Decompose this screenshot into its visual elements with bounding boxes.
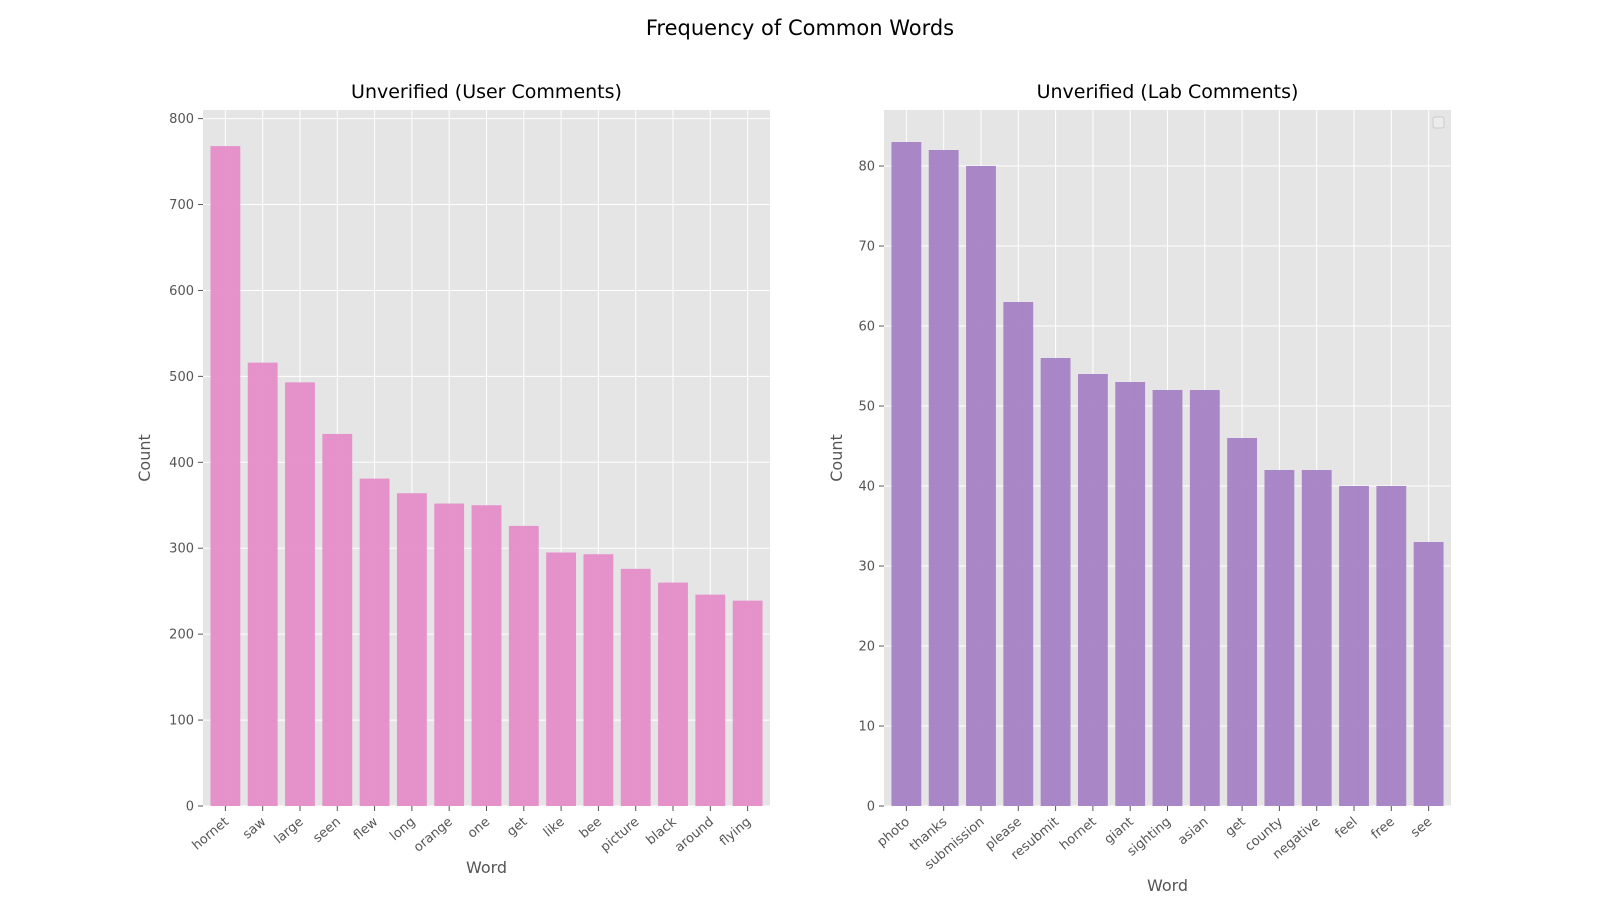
bar-orange bbox=[434, 503, 465, 806]
y-tick-label: 400 bbox=[169, 456, 194, 471]
y-tick-label: 50 bbox=[858, 400, 875, 415]
bar-seen bbox=[322, 433, 353, 806]
chart-1: 0 100 200 300 400 500 600 700 800 hornet saw large s… bbox=[135, 81, 770, 877]
x-tick-label-hornet: hornet bbox=[1057, 815, 1099, 854]
chart-2: 01020304050607080photothankssubmissionpl… bbox=[827, 81, 1451, 895]
chart-title: Unverified (Lab Comments) bbox=[1037, 81, 1299, 103]
bar-long bbox=[396, 493, 427, 806]
y-tick-label: 40 bbox=[858, 480, 875, 495]
y-tick-label: 200 bbox=[169, 628, 194, 643]
legend-box bbox=[1432, 116, 1445, 129]
bar-flew bbox=[359, 478, 390, 806]
bar-feel bbox=[1339, 486, 1369, 806]
y-tick-label: 10 bbox=[858, 720, 875, 735]
x-tick-label-saw: saw bbox=[240, 814, 269, 842]
bar-see bbox=[1413, 542, 1444, 806]
bar-resubmit bbox=[1040, 358, 1071, 806]
bar-thanks bbox=[928, 150, 959, 806]
bar-get bbox=[508, 525, 539, 806]
bar-sighting bbox=[1152, 390, 1183, 806]
bar-black bbox=[658, 582, 688, 806]
bar-flying bbox=[732, 600, 763, 806]
y-tick-label: 500 bbox=[169, 370, 194, 385]
bar-around bbox=[695, 594, 726, 806]
bar-please bbox=[1003, 302, 1034, 806]
x-tick-label-asian: asian bbox=[1175, 815, 1211, 849]
chart-title: Unverified (User Comments) bbox=[351, 81, 622, 103]
y-axis-label: Count bbox=[135, 434, 154, 482]
x-tick-label-large: large bbox=[272, 815, 307, 848]
y-tick-label: 70 bbox=[858, 240, 875, 255]
x-axis-label: Word bbox=[466, 858, 507, 877]
x-tick-label-orange: orange bbox=[411, 815, 456, 856]
y-tick-label: 700 bbox=[169, 198, 194, 213]
y-tick-label: 100 bbox=[169, 714, 194, 729]
bar-like bbox=[546, 552, 577, 806]
bar-free bbox=[1376, 486, 1407, 806]
x-tick-label-long: long bbox=[387, 815, 418, 845]
y-axis-label: Count bbox=[827, 434, 846, 482]
x-tick-label-get: get bbox=[1223, 815, 1249, 840]
y-tick-label: 600 bbox=[169, 284, 194, 299]
y-tick-label: 80 bbox=[858, 160, 875, 175]
bar-get bbox=[1227, 438, 1258, 806]
x-tick-label-bee: bee bbox=[577, 815, 605, 842]
bar-large bbox=[285, 382, 315, 806]
bar-bee bbox=[583, 554, 614, 806]
bar-county bbox=[1264, 470, 1295, 806]
figure-title: Frequency of Common Words bbox=[646, 16, 954, 40]
x-tick-label-seen: seen bbox=[310, 815, 343, 846]
bar-saw bbox=[247, 362, 278, 806]
y-tick-label: 60 bbox=[858, 320, 875, 335]
bar-giant bbox=[1115, 382, 1146, 806]
bar-hornet bbox=[1077, 374, 1108, 806]
bar-photo bbox=[891, 142, 922, 806]
x-axis-label: Word bbox=[1147, 876, 1188, 895]
x-tick-label-like: like bbox=[541, 815, 568, 841]
y-tick-label: 0 bbox=[867, 800, 875, 815]
x-tick-label-free: free bbox=[1369, 815, 1398, 843]
x-tick-label-photo: photo bbox=[875, 815, 913, 851]
x-tick-label-see: see bbox=[1408, 815, 1435, 841]
y-tick-label: 800 bbox=[169, 112, 194, 127]
x-tick-label-get: get bbox=[504, 815, 530, 840]
bar-submission bbox=[966, 166, 996, 806]
bar-negative bbox=[1301, 470, 1332, 806]
bar-asian bbox=[1189, 390, 1220, 806]
bar-one bbox=[471, 505, 502, 806]
x-tick-label-one: one bbox=[465, 815, 493, 842]
x-tick-label-picture: picture bbox=[598, 815, 642, 856]
bar-picture bbox=[620, 568, 651, 806]
x-tick-label-hornet: hornet bbox=[190, 815, 232, 854]
x-tick-label-flew: flew bbox=[351, 814, 381, 843]
x-tick-label-flying: flying bbox=[717, 815, 754, 850]
x-tick-label-feel: feel bbox=[1332, 815, 1360, 842]
y-tick-label: 30 bbox=[858, 560, 875, 575]
y-tick-label: 0 bbox=[186, 800, 194, 815]
y-tick-label: 300 bbox=[169, 542, 194, 557]
y-tick-label: 20 bbox=[858, 640, 875, 655]
x-tick-label-around: around bbox=[672, 815, 717, 856]
bar-hornet bbox=[210, 146, 241, 807]
